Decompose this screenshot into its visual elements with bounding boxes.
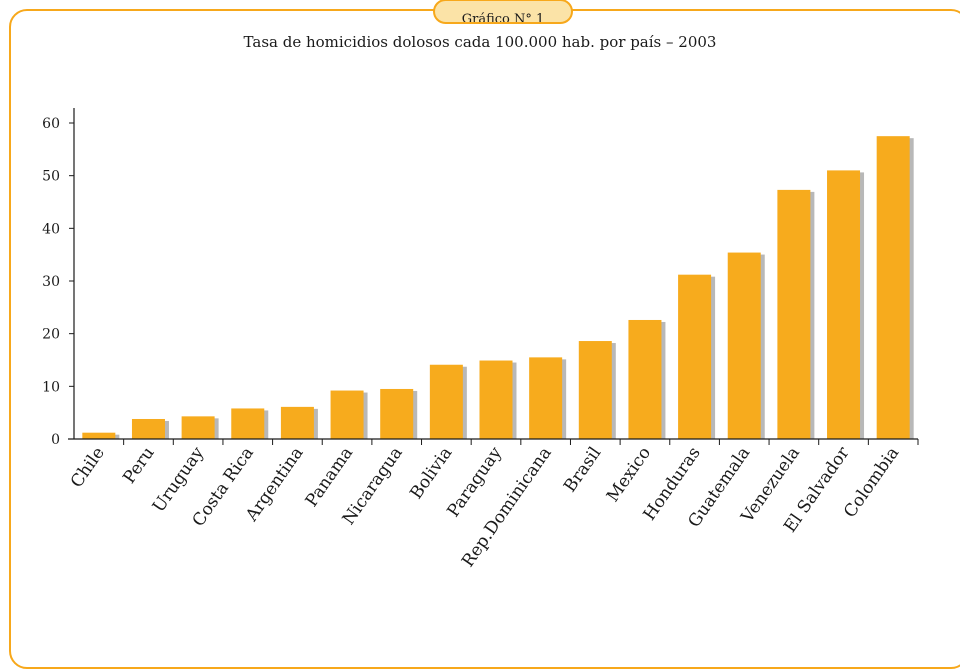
- x-tick-label: Brasil: [560, 443, 605, 496]
- y-tick-label: 40: [42, 221, 60, 237]
- bar-argentina: [280, 406, 314, 439]
- x-tick-label: Bolivia: [406, 443, 456, 503]
- bar-el-salvador: [827, 170, 861, 439]
- y-tick-label: 20: [42, 327, 60, 343]
- bar-colombia: [876, 136, 910, 439]
- bar-chile: [82, 432, 116, 439]
- bar-nicaragua: [380, 388, 414, 439]
- x-tick-label: Rep.Dominicana: [458, 443, 556, 571]
- x-tick-label: Panama: [302, 443, 357, 510]
- bar-panama: [330, 390, 364, 439]
- bar-honduras: [678, 274, 712, 439]
- bar-peru: [131, 418, 165, 439]
- bar-mexico: [628, 319, 662, 439]
- y-tick-label: 50: [42, 169, 60, 185]
- bar-venezuela: [777, 189, 811, 439]
- bar-costa-rica: [231, 408, 265, 439]
- y-tick-label: 0: [51, 432, 60, 448]
- bar-rep-dominicana: [529, 357, 563, 439]
- chart-number-tab: Gráfico N° 1: [433, 0, 573, 24]
- bar-guatemala: [727, 252, 761, 439]
- bar-brasil: [578, 341, 612, 439]
- chart-title: Tasa de homicidios dolosos cada 100.000 …: [243, 33, 717, 51]
- y-tick-label: 60: [42, 116, 60, 132]
- bar-paraguay: [479, 360, 513, 439]
- y-tick-label: 10: [42, 379, 60, 395]
- y-tick-label: 30: [42, 274, 60, 290]
- bar-uruguay: [181, 416, 215, 439]
- x-tick-label: Mexico: [603, 443, 655, 505]
- x-tick-label: Peru: [119, 443, 158, 487]
- x-tick-label: Chile: [67, 443, 109, 491]
- bar-bolivia: [429, 364, 463, 439]
